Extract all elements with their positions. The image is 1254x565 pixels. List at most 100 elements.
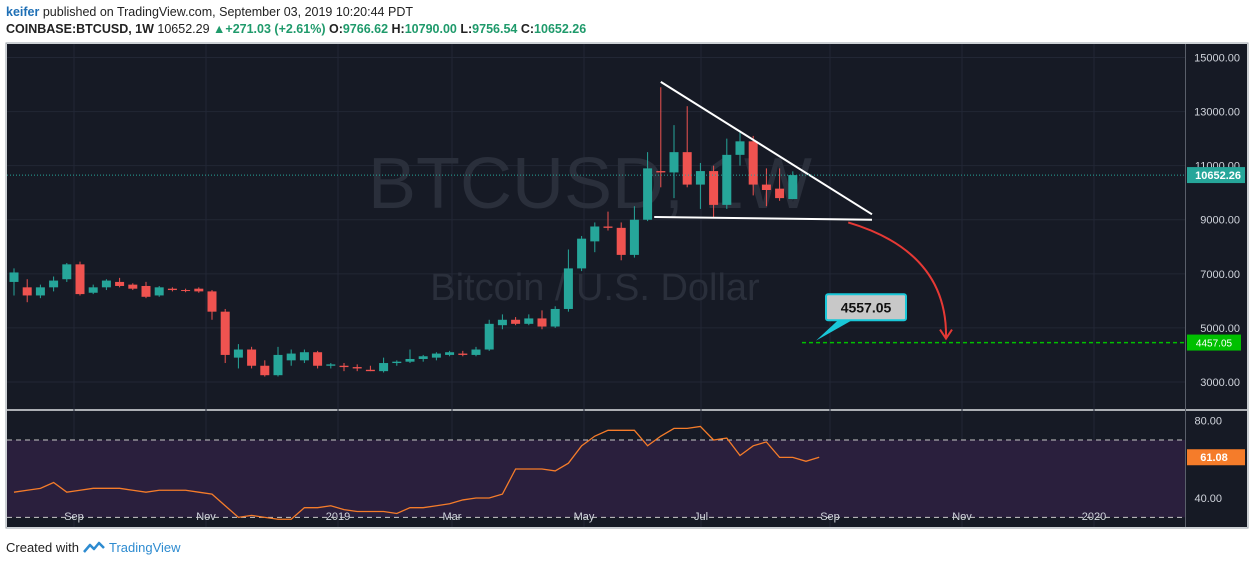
candle-body [194,288,204,292]
low-value: 9756.54 [472,22,518,36]
candle-body [458,353,468,355]
candle-body [471,349,481,355]
candle-body [748,141,758,185]
time-tick-label: Sep [820,511,840,523]
time-tick-label: Sep [64,511,84,523]
candle-body [75,264,85,295]
time-tick-label: Nov [196,511,216,523]
rsi-value: 61.08 [1200,452,1228,464]
grid [7,44,1185,527]
time-tick-label: 2020 [1082,511,1106,523]
candle-body [167,288,177,291]
candle-body [511,319,521,324]
candle-body [339,365,349,368]
candle-body [286,353,296,361]
low-label: L: [460,22,473,36]
candle-body [392,361,402,364]
target-value: 4457.05 [1196,339,1233,350]
candle-body [431,353,441,358]
candle-body [326,364,336,366]
candle-body [9,272,19,282]
candle-body [735,141,745,155]
candle-body [405,358,415,362]
last-price-tag [1187,167,1245,184]
candle-body [49,280,59,288]
publish-line: keifer published on TradingView.com, Sep… [6,5,413,19]
rsi-pane: 40.00 80.00 61.08 [7,416,1245,520]
candle-body [524,318,534,324]
candle-body [260,365,270,376]
time-tick-label: 2019 [326,511,350,523]
rsi-value-tag [1187,449,1245,466]
candle-body [313,352,323,366]
candle-body [590,226,600,242]
candle-body [181,290,191,292]
candle-body [563,268,573,309]
candle-body [247,349,257,366]
tradingview-brand[interactable]: TradingView [108,540,181,555]
projection-arrow [847,221,948,339]
lower-trendline [654,216,873,221]
rsi-band [7,440,1185,518]
candle-body [577,238,587,269]
candle-body [299,352,309,361]
last-price-value: 10652.26 [1195,170,1241,182]
axes: 3000.005000.007000.009000.0011000.001300… [7,53,1245,523]
candle-body [550,308,560,327]
candles [9,87,798,377]
close-value: 10652.26 [534,22,587,36]
up-arrow-icon: ▲ [213,22,226,36]
candle-body [484,323,494,350]
candle-body [722,154,732,205]
publish-info: published on TradingView.com, September … [39,5,413,19]
rsi-line [13,425,820,520]
time-tick-label: Mar [443,511,462,523]
candle-body [418,356,428,359]
candle-body [682,152,692,185]
candle-body [273,354,283,376]
upper-trendline [660,81,873,216]
candle-body [154,287,164,296]
callout-pointer [816,320,852,341]
candle-body [643,168,653,220]
candle-body [101,280,111,288]
open-label: O: [328,22,343,36]
high-label: H: [391,22,405,36]
time-tick-label: May [574,511,595,523]
callout-text: 4557.05 [841,299,892,315]
time-tick-label: Jul [694,511,708,523]
high-value: 10790.00 [404,22,457,36]
candle-body [62,264,72,280]
projection-arrowhead [939,329,953,341]
candle-body [233,349,243,358]
rsi-axis-bg [1186,411,1247,527]
candle-body [695,171,705,185]
candle-body [379,363,389,372]
candle-body [603,226,613,228]
chart-frame [5,42,1249,529]
callout-box [825,293,907,322]
candle-body [22,287,32,296]
candle-body [220,311,230,355]
candle-body [115,281,125,286]
candle-body [497,319,507,326]
candle-body [616,227,626,255]
candle-body [365,369,375,372]
price-tick-label: 7000.00 [1200,269,1240,281]
rsi-tick-label: 80.00 [1194,416,1222,428]
candle-body [537,318,547,327]
target-tag [1187,334,1241,351]
candle-body [128,284,138,289]
candle-body [709,171,719,205]
candle-body [788,175,798,200]
price-chart[interactable]: BTCUSD, 1W Bitcoin / U.S. Dollar 4457.05… [0,38,1254,538]
rsi-tick-label: 40.00 [1194,493,1222,505]
tradingview-logo-icon [83,541,105,553]
symbol-label: COINBASE:BTCUSD, 1W [6,22,154,36]
watermark-symbol: BTCUSD, 1W [368,144,812,224]
candle-body [88,287,98,293]
price-change: +271.03 (+2.61%) [225,22,326,36]
author-name[interactable]: keifer [6,5,40,19]
last-price: 10652.29 [157,22,210,36]
created-with: Created with [6,540,79,555]
